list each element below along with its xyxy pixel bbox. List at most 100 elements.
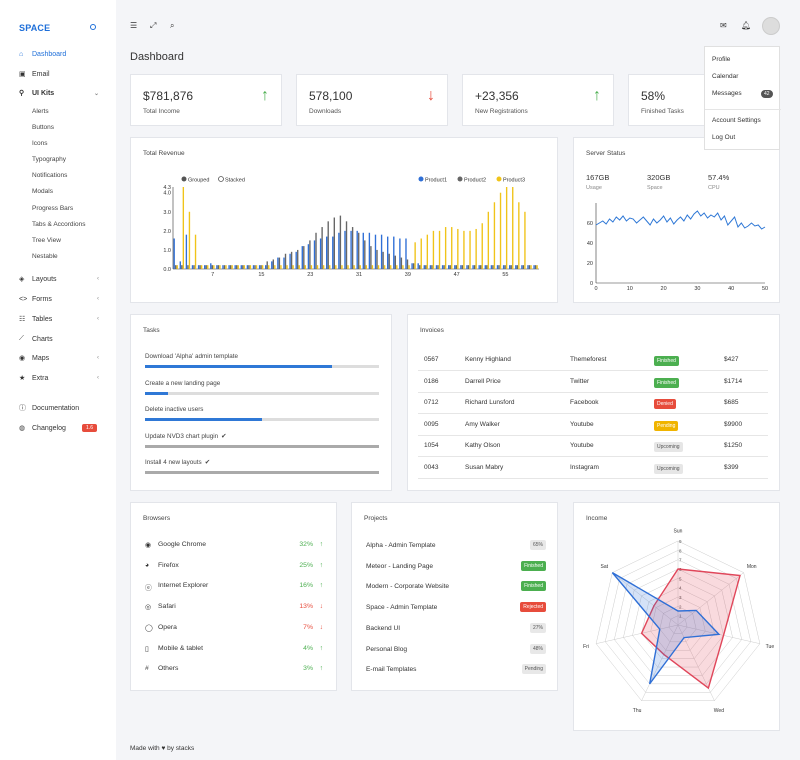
revenue-bar[interactable] xyxy=(280,265,282,269)
revenue-bar[interactable] xyxy=(290,251,293,269)
revenue-bar[interactable] xyxy=(242,265,244,269)
legend-label[interactable]: Product2 xyxy=(464,178,486,184)
menu-item-calendar[interactable]: Calendar xyxy=(712,73,739,80)
revenue-bar[interactable] xyxy=(400,257,403,269)
revenue-bar[interactable] xyxy=(265,265,267,269)
list-item[interactable]: Space - Admin Template Rejected xyxy=(366,602,546,613)
revenue-bar[interactable] xyxy=(364,240,366,269)
revenue-bar[interactable] xyxy=(310,265,313,269)
legend-dot[interactable] xyxy=(457,176,463,182)
revenue-bar[interactable] xyxy=(396,265,398,269)
sidebar-item-forms[interactable]: <> Forms ‹ xyxy=(19,293,109,305)
revenue-bar[interactable] xyxy=(353,265,355,269)
menu-item-logout[interactable]: Log Out xyxy=(712,134,736,141)
revenue-bar[interactable] xyxy=(260,265,262,269)
revenue-bar[interactable] xyxy=(188,211,191,269)
table-row[interactable]: 1054 Kathy Olson Youtube Upcoming $1250 xyxy=(418,435,768,458)
sidebar-item-extra[interactable]: ★ Extra ‹ xyxy=(19,372,109,384)
list-item[interactable]: Meteor - Landing Page Finished xyxy=(366,560,546,571)
sidebar-sub-notifications[interactable]: Notifications xyxy=(32,172,68,179)
revenue-bar[interactable] xyxy=(455,265,457,269)
revenue-bar[interactable] xyxy=(234,265,236,269)
revenue-bar[interactable] xyxy=(246,265,249,269)
revenue-bar[interactable] xyxy=(289,253,291,269)
revenue-bar[interactable] xyxy=(394,255,396,269)
list-item[interactable]: Personal Blog 48% xyxy=(366,643,546,654)
revenue-bar[interactable] xyxy=(441,265,444,269)
revenue-bar[interactable] xyxy=(516,265,518,269)
brand-logo[interactable]: SPACE xyxy=(19,23,51,33)
revenue-bar[interactable] xyxy=(480,265,482,269)
server-line[interactable] xyxy=(595,210,766,230)
sidebar-item-charts[interactable]: ⟋ Charts xyxy=(19,333,109,345)
revenue-bar[interactable] xyxy=(327,221,329,269)
revenue-bar[interactable] xyxy=(193,265,195,269)
sidebar-item-documentation[interactable]: ⓘ Documentation xyxy=(19,402,109,414)
revenue-bar[interactable] xyxy=(332,236,334,269)
revenue-bar[interactable] xyxy=(490,265,493,269)
revenue-bar[interactable] xyxy=(255,265,258,269)
revenue-bar[interactable] xyxy=(322,265,325,269)
stacked-label[interactable]: Stacked xyxy=(225,178,245,184)
revenue-bar[interactable] xyxy=(509,265,511,269)
revenue-bar[interactable] xyxy=(179,261,181,269)
grouped-radio-icon[interactable] xyxy=(181,176,187,182)
sidebar-sub-modals[interactable]: Modals xyxy=(32,188,53,195)
stacked-radio-icon[interactable] xyxy=(218,176,224,182)
revenue-bar[interactable] xyxy=(274,265,276,269)
revenue-bar[interactable] xyxy=(254,265,256,269)
revenue-bar[interactable] xyxy=(350,230,352,269)
revenue-bar[interactable] xyxy=(449,265,451,269)
sidebar-toggle-icon[interactable] xyxy=(90,24,96,30)
revenue-bar[interactable] xyxy=(399,238,401,269)
sidebar-item-email[interactable]: ▣ Email xyxy=(19,68,109,80)
revenue-bar[interactable] xyxy=(292,265,294,269)
sidebar-item-ui-kits[interactable]: ⚲ UI Kits ⌄ xyxy=(19,87,109,99)
revenue-bar[interactable] xyxy=(512,187,514,269)
revenue-bar[interactable] xyxy=(187,265,189,269)
revenue-bar[interactable] xyxy=(307,244,310,269)
revenue-bar[interactable] xyxy=(383,265,386,269)
revenue-bar[interactable] xyxy=(338,232,340,269)
revenue-bar[interactable] xyxy=(377,265,380,269)
revenue-bar[interactable] xyxy=(524,211,526,269)
revenue-bar[interactable] xyxy=(217,265,220,269)
revenue-bar[interactable] xyxy=(358,232,360,269)
revenue-bar[interactable] xyxy=(243,265,246,269)
revenue-bar[interactable] xyxy=(194,234,197,269)
revenue-bar[interactable] xyxy=(408,265,410,269)
revenue-bar[interactable] xyxy=(301,246,303,269)
revenue-bar[interactable] xyxy=(216,265,218,269)
revenue-bar[interactable] xyxy=(536,265,538,269)
revenue-bar[interactable] xyxy=(499,192,502,269)
revenue-bar[interactable] xyxy=(359,265,361,269)
revenue-bar[interactable] xyxy=(261,265,264,269)
revenue-bar[interactable] xyxy=(435,265,438,269)
fullscreen-icon[interactable]: ⤢ xyxy=(150,21,157,30)
revenue-bar[interactable] xyxy=(475,228,477,269)
sidebar-item-maps[interactable]: ◉ Maps ‹ xyxy=(19,352,109,364)
revenue-bar[interactable] xyxy=(534,265,537,269)
sidebar-sub-tree-view[interactable]: Tree View xyxy=(32,237,61,244)
revenue-bar[interactable] xyxy=(484,265,486,269)
revenue-bar[interactable] xyxy=(382,251,384,269)
sidebar-sub-typography[interactable]: Typography xyxy=(32,156,66,163)
revenue-bar[interactable] xyxy=(370,246,372,269)
revenue-bar[interactable] xyxy=(298,265,300,269)
revenue-bar[interactable] xyxy=(339,215,342,269)
revenue-bar[interactable] xyxy=(271,261,273,269)
menu-item-account-settings[interactable]: Account Settings xyxy=(712,117,761,124)
revenue-bar[interactable] xyxy=(249,265,252,269)
revenue-bar[interactable] xyxy=(481,223,483,269)
revenue-bar[interactable] xyxy=(448,265,450,269)
revenue-bar[interactable] xyxy=(223,265,226,269)
revenue-bar[interactable] xyxy=(175,265,177,269)
sidebar-item-changelog[interactable]: ◍ Changelog 1.6 xyxy=(19,422,109,434)
revenue-bar[interactable] xyxy=(205,265,207,269)
revenue-bar[interactable] xyxy=(182,187,185,269)
revenue-bar[interactable] xyxy=(199,265,201,269)
table-row[interactable]: 0043 Susan Mabry Instagram Upcoming $399 xyxy=(418,457,768,479)
revenue-bar[interactable] xyxy=(393,236,395,269)
revenue-bar[interactable] xyxy=(191,265,194,269)
revenue-bar[interactable] xyxy=(411,263,413,269)
